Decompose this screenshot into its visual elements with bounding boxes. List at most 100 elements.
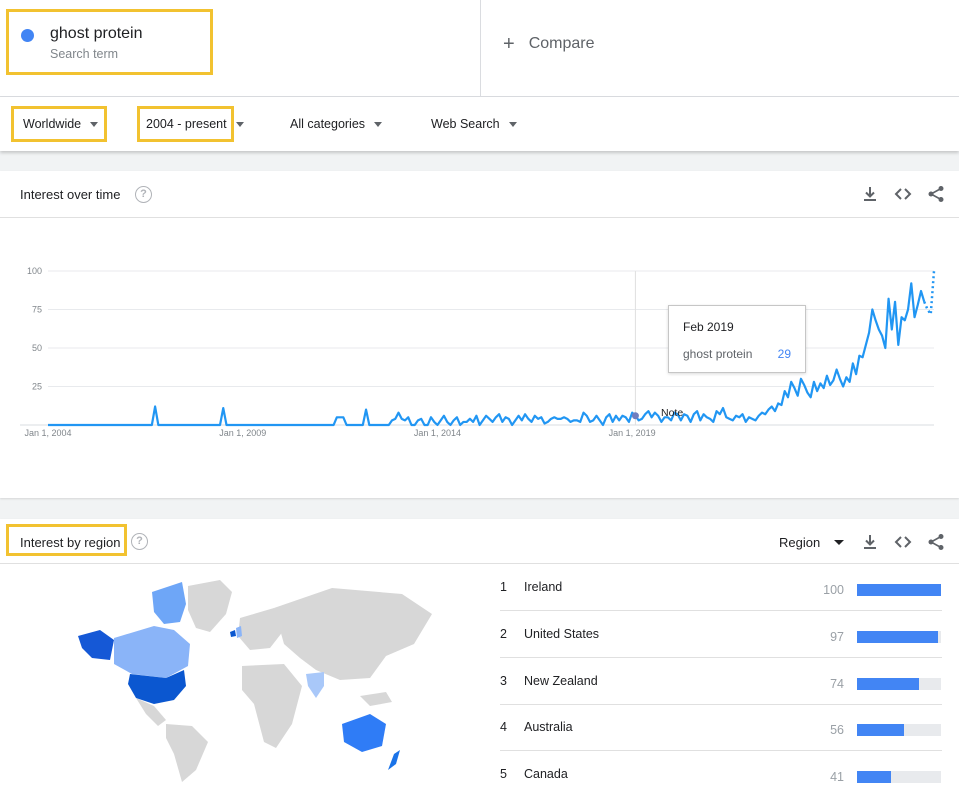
- chevron-down-icon: [834, 540, 845, 545]
- interest-over-time-title: Interest over time: [20, 187, 121, 202]
- chevron-down-icon: [235, 121, 244, 127]
- interest-over-time-header: Interest over time ?: [0, 171, 959, 218]
- region-row[interactable]: 5 Canada 41: [500, 751, 942, 796]
- region-bar-fill: [857, 724, 905, 736]
- help-icon[interactable]: ?: [131, 533, 148, 550]
- region-value: 56: [830, 723, 844, 737]
- compare-button[interactable]: + Compare: [503, 33, 595, 55]
- download-icon[interactable]: [861, 533, 879, 551]
- map-alaska: [78, 630, 114, 660]
- map-asia: [274, 588, 432, 680]
- hover-point: [631, 412, 639, 420]
- help-icon[interactable]: ?: [135, 186, 152, 203]
- category-label: All categories: [290, 117, 366, 131]
- region-rank: 3: [500, 674, 507, 688]
- chart-actions: [861, 185, 945, 203]
- embed-icon[interactable]: [894, 185, 912, 203]
- region-bar: [857, 584, 941, 596]
- region-resolution-label: Region: [779, 535, 821, 550]
- region-value: 100: [823, 583, 844, 597]
- map-greenland: [188, 580, 232, 632]
- region-row[interactable]: 4 Australia 56: [500, 704, 942, 751]
- chevron-down-icon: [508, 121, 517, 127]
- region-value: 41: [830, 770, 844, 784]
- term-highlight-box: [6, 9, 213, 75]
- region-rank: 2: [500, 627, 507, 641]
- region-bar-fill: [857, 631, 939, 643]
- region-name[interactable]: Canada: [524, 767, 568, 781]
- map-south-america: [166, 724, 208, 782]
- plus-icon: +: [503, 33, 515, 55]
- series-partial-line: [923, 270, 936, 318]
- region-bar-fill: [857, 584, 941, 596]
- region-bar-fill: [857, 771, 892, 783]
- time-highlight-box: [137, 106, 234, 142]
- interest-over-time-chart[interactable]: 100 75 50 25 Jan 1, 2004 Jan 1, 2009 Jan 1, 20…: [0, 219, 959, 499]
- x-tick-label: Jan 1, 2014: [414, 428, 461, 438]
- region-title-highlight-box: [6, 524, 127, 556]
- map-uk: [236, 626, 242, 638]
- search-term-bar: ghost protein Search term + Compare: [0, 0, 959, 97]
- compare-label: Compare: [528, 35, 595, 52]
- map-canada-arctic: [152, 582, 186, 624]
- tooltip-term: ghost protein: [683, 347, 753, 361]
- map-australia: [342, 714, 386, 752]
- y-tick-label: 25: [32, 382, 42, 392]
- interest-by-region-card: Interest by region ? Region: [0, 519, 959, 796]
- region-rank: 4: [500, 720, 507, 734]
- search-term-card[interactable]: ghost protein Search term: [0, 0, 481, 97]
- location-highlight-box: [11, 106, 107, 142]
- region-row[interactable]: 2 United States 97: [500, 611, 942, 658]
- map-europe: [238, 608, 284, 650]
- time-range-label: 2004 - present: [146, 117, 227, 131]
- term-color-dot: [21, 29, 34, 42]
- world-map[interactable]: [70, 574, 470, 784]
- share-icon[interactable]: [927, 185, 945, 203]
- map-new-zealand: [388, 750, 400, 770]
- chevron-down-icon: [374, 121, 383, 127]
- region-row[interactable]: 3 New Zealand 74: [500, 658, 942, 705]
- region-value: 97: [830, 630, 844, 644]
- region-actions: [861, 533, 945, 551]
- category-dropdown[interactable]: All categories: [290, 97, 383, 151]
- region-resolution-dropdown[interactable]: Region: [779, 535, 845, 550]
- region-name[interactable]: United States: [524, 627, 600, 641]
- region-bar: [857, 631, 941, 643]
- region-name[interactable]: Australia: [524, 720, 573, 734]
- location-label: Worldwide: [23, 117, 82, 131]
- download-icon[interactable]: [861, 185, 879, 203]
- time-range-dropdown[interactable]: 2004 - present: [146, 97, 244, 151]
- search-type-label: Web Search: [431, 117, 500, 131]
- region-rank: 5: [500, 767, 507, 781]
- region-value: 74: [830, 677, 844, 691]
- region-row[interactable]: 1 Ireland 100: [500, 564, 942, 611]
- map-africa: [242, 664, 302, 748]
- region-bar: [857, 724, 941, 736]
- map-se-asia: [360, 692, 392, 706]
- search-term-name[interactable]: ghost protein: [50, 25, 143, 42]
- y-tick-label: 100: [27, 266, 42, 276]
- interest-by-region-header: Interest by region ? Region: [0, 519, 959, 564]
- x-tick-label: Jan 1, 2004: [24, 428, 71, 438]
- share-icon[interactable]: [927, 533, 945, 551]
- filter-bar: Worldwide 2004 - present All categories …: [0, 97, 959, 151]
- region-name[interactable]: Ireland: [524, 580, 563, 594]
- embed-icon[interactable]: [894, 533, 912, 551]
- interest-by-region-title: Interest by region: [20, 535, 121, 550]
- map-canada: [114, 626, 190, 678]
- x-tick-label: Jan 1, 2019: [609, 428, 656, 438]
- search-type-dropdown[interactable]: Web Search: [431, 97, 517, 151]
- search-term-sublabel: Search term: [50, 47, 119, 61]
- y-tick-label: 75: [32, 305, 42, 315]
- tooltip-date: Feb 2019: [683, 320, 734, 334]
- series-line: [48, 282, 926, 427]
- map-usa: [128, 670, 186, 704]
- chevron-down-icon: [90, 121, 99, 127]
- interest-over-time-card: Interest over time ? 100 75 50 25 Jan 1, 200…: [0, 171, 959, 498]
- location-dropdown[interactable]: Worldwide: [23, 97, 99, 151]
- map-india: [306, 672, 324, 698]
- x-tick-label: Jan 1, 2009: [219, 428, 266, 438]
- region-name[interactable]: New Zealand: [524, 674, 598, 688]
- map-ireland: [230, 630, 236, 637]
- region-bar: [857, 771, 941, 783]
